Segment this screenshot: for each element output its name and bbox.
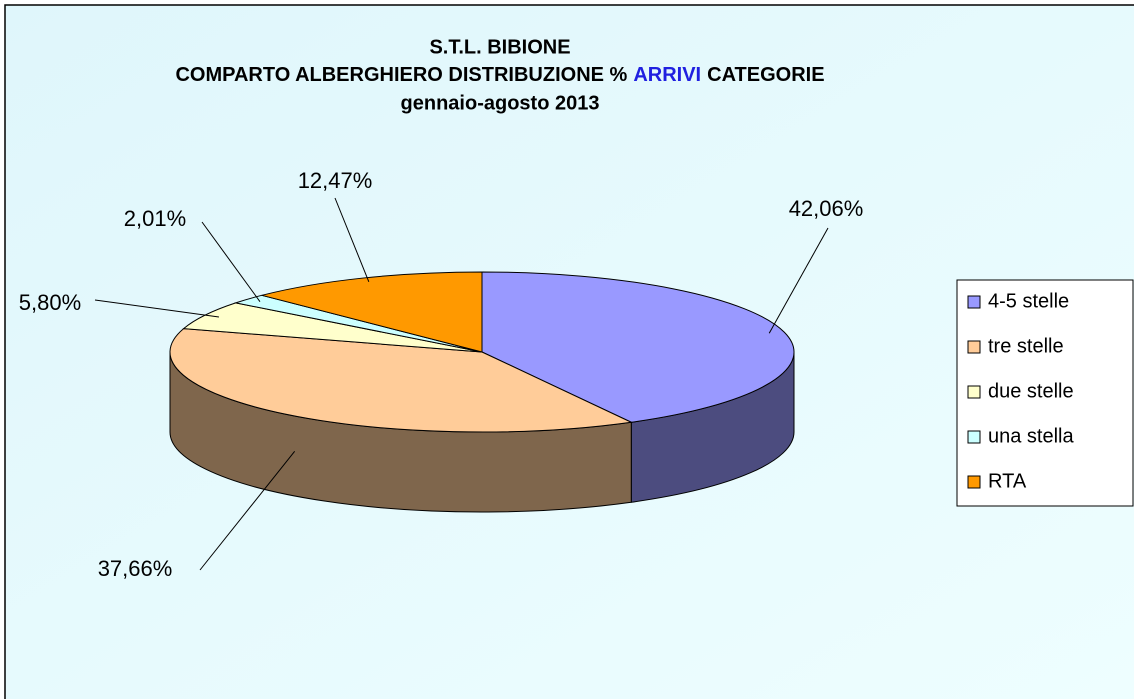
legend [956, 279, 1134, 507]
chart-title: S.T.L. BIBIONE [429, 36, 570, 58]
legend-label: due stelle [988, 380, 1074, 402]
title-part: ARRIVI [633, 64, 701, 86]
data-label: 42,06% [789, 196, 864, 221]
legend-swatch [967, 295, 981, 309]
leader-line [94, 299, 219, 318]
legend-swatch [967, 430, 981, 444]
legend-label: RTA [988, 470, 1027, 492]
data-label: 5,80% [19, 290, 81, 315]
leader-line [201, 221, 261, 302]
legend-swatch [967, 475, 981, 489]
legend-label: una stella [988, 425, 1074, 447]
data-label: 12,47% [298, 168, 373, 193]
leader-line [768, 227, 829, 334]
title-part: CATEGORIE [707, 64, 824, 86]
title-part: COMPARTO ALBERGHIERO DISTRIBUZIONE % [175, 64, 627, 86]
slice [261, 271, 483, 353]
leader-line [334, 197, 370, 282]
data-label: 2,01% [124, 206, 186, 231]
data-label: 37,66% [98, 556, 173, 581]
legend-swatch [967, 340, 981, 354]
legend-label: tre stelle [988, 335, 1064, 357]
legend-label: 4-5 stelle [988, 290, 1069, 312]
slice [481, 271, 795, 423]
chart-subtitle: gennaio-agosto 2013 [401, 92, 600, 114]
chart-title: COMPARTO ALBERGHIERO DISTRIBUZIONE % ARRI… [175, 64, 824, 86]
legend-swatch [967, 385, 981, 399]
slice [169, 328, 634, 433]
leader-line [199, 450, 296, 571]
